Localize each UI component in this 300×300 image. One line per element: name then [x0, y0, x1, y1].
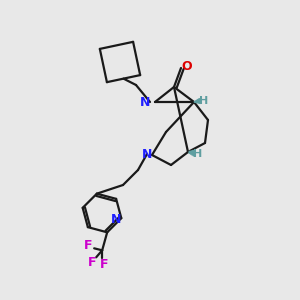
Text: O: O	[182, 61, 192, 74]
Polygon shape	[194, 98, 200, 104]
Text: N: N	[111, 213, 122, 226]
Text: F: F	[100, 258, 108, 271]
Text: N: N	[142, 148, 152, 160]
Text: N: N	[140, 95, 150, 109]
Text: F: F	[84, 239, 92, 252]
Text: F: F	[88, 256, 96, 269]
Text: H: H	[194, 149, 202, 159]
Text: H: H	[200, 96, 208, 106]
